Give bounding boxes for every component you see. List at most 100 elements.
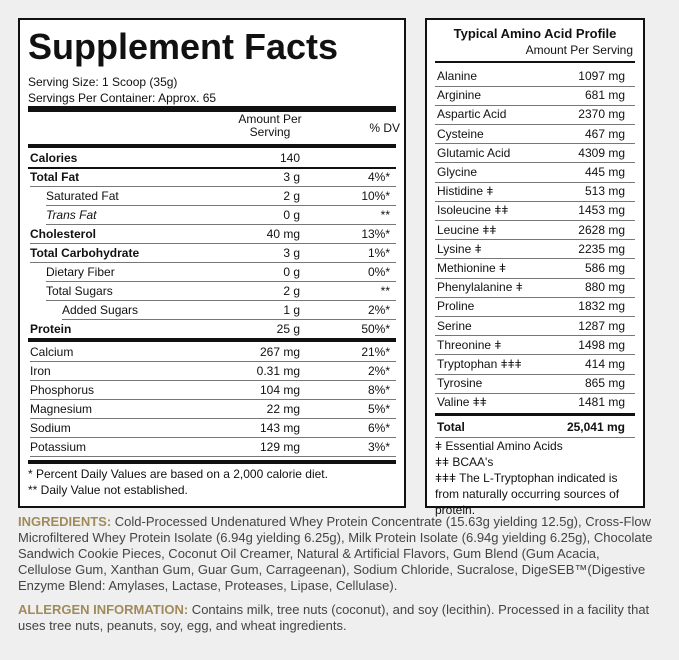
- nutrient-amount: 2 g: [283, 189, 300, 203]
- amino-amount: 4309 mg: [578, 145, 625, 160]
- divider: [435, 258, 635, 260]
- footnote: * Percent Daily Values are based on a 2,…: [28, 467, 328, 481]
- divider: [30, 262, 396, 263]
- divider: [30, 380, 396, 381]
- total-value: 25,041 mg: [566, 420, 625, 434]
- amino-amount: 513 mg: [584, 184, 625, 199]
- divider: [435, 315, 635, 317]
- amino-amount: 1287 mg: [578, 318, 625, 333]
- nutrient-name: Saturated Fat: [46, 189, 119, 203]
- nutrient-dv: 3%*: [367, 440, 390, 454]
- divider: [435, 123, 635, 125]
- amino-amount: 2235 mg: [578, 241, 625, 256]
- header-amount: Amount Per Serving: [238, 112, 302, 139]
- nutrient-amount: 143 mg: [259, 421, 300, 435]
- nutrient-amount: 267 mg: [259, 345, 300, 359]
- divider: [30, 437, 396, 438]
- amino-amount: 2370 mg: [578, 107, 625, 122]
- divider: [30, 243, 396, 244]
- amino-name: Alanine: [437, 69, 478, 83]
- serving-size: Serving Size: 1 Scoop (35g): [28, 75, 178, 89]
- divider: [30, 456, 396, 457]
- nutrient-name: Phosphorus: [30, 383, 95, 397]
- amino-amount: 467 mg: [584, 126, 625, 141]
- nutrient-amount: 104 mg: [259, 383, 300, 397]
- nutrient-dv: **: [380, 284, 390, 298]
- nutrient-dv: 0%*: [367, 265, 390, 279]
- nutrient-amount: 129 mg: [259, 440, 300, 454]
- divider: [28, 106, 396, 112]
- nutrient-dv: 2%*: [367, 364, 390, 378]
- nutrient-dv: **: [380, 208, 390, 222]
- divider: [435, 85, 635, 87]
- amino-name: Arginine: [437, 88, 482, 103]
- note: ǂ Essential Amino Acids: [435, 439, 563, 453]
- amino-amount: 865 mg: [584, 376, 625, 391]
- amino-amount: 414 mg: [584, 357, 625, 371]
- nutrient-amount: 25 g: [276, 322, 300, 336]
- amino-name: Proline: [437, 299, 475, 314]
- nutrient-name: Total Carbohydrate: [30, 246, 140, 260]
- nutrient-dv: 6%*: [367, 421, 390, 435]
- nutrient-amount: 1 g: [283, 303, 300, 317]
- amino-name: Histidine ǂ: [437, 184, 494, 199]
- nutrient-name: Protein: [30, 322, 72, 336]
- amino-amount: 1097 mg: [578, 69, 625, 83]
- nutrient-name: Added Sugars: [62, 303, 139, 317]
- supplement-facts-panel: Supplement Facts Serving Size: 1 Scoop (…: [18, 18, 406, 508]
- divider: [435, 335, 635, 337]
- divider: [30, 399, 396, 400]
- nutrient-dv: 21%*: [361, 345, 390, 359]
- divider: [435, 277, 635, 279]
- amino-name: Phenylalanine ǂ: [437, 280, 523, 295]
- divider: [435, 162, 635, 164]
- divider: [30, 186, 396, 187]
- footnote: ** Daily Value not established.: [28, 483, 188, 497]
- divider: [435, 61, 635, 63]
- divider: [46, 281, 396, 282]
- nutrient-dv: 10%*: [361, 189, 390, 203]
- nutrient-amount: 0.31 mg: [256, 364, 300, 378]
- nutrient-amount: 0 g: [283, 208, 300, 222]
- amino-name: Glutamic Acid: [437, 145, 511, 160]
- nutrient-amount: 40 mg: [266, 227, 300, 241]
- divider: [435, 354, 635, 356]
- amino-name: Tryptophan ǂǂǂ: [437, 357, 522, 371]
- divider: [435, 413, 635, 416]
- divider: [28, 338, 396, 342]
- divider: [46, 224, 396, 225]
- amino-amount: 1498 mg: [578, 337, 625, 352]
- allergen-label: ALLERGEN INFORMATION:: [18, 602, 189, 617]
- divider: [28, 144, 396, 148]
- total-label: Total: [437, 420, 465, 434]
- amino-name: Leucine ǂǂ: [437, 222, 497, 237]
- nutrient-name: Calcium: [30, 345, 74, 359]
- amino-name: Glycine: [437, 165, 478, 179]
- nutrient-name: Potassium: [30, 440, 87, 454]
- amino-acid-panel: Typical Amino Acid Profile Amount Per Se…: [425, 18, 645, 517]
- nutrient-amount: 2 g: [283, 284, 300, 298]
- divider: [435, 296, 635, 298]
- nutrient-amount: 3 g: [283, 246, 300, 260]
- divider: [435, 219, 635, 221]
- amino-name: Aspartic Acid: [437, 107, 507, 122]
- amino-amount: 586 mg: [584, 261, 625, 275]
- amino-amount: 1832 mg: [578, 299, 625, 314]
- nutrient-name: Iron: [30, 364, 51, 378]
- nutrient-dv: 8%*: [367, 383, 390, 397]
- divider: [28, 167, 396, 169]
- amino-name: Lysine ǂ: [437, 241, 482, 256]
- nutrient-amount: 3 g: [283, 170, 300, 184]
- header-dv: % DV: [369, 121, 400, 135]
- nutrient-dv: 13%*: [361, 227, 390, 241]
- nutrient-name: Total Sugars: [46, 284, 113, 298]
- nutrient-dv: 50%*: [361, 322, 390, 336]
- divider: [30, 361, 396, 362]
- allergen: ALLERGEN INFORMATION: Contains milk, tre…: [18, 602, 653, 634]
- nutrient-name: Dietary Fiber: [46, 265, 115, 279]
- nutrient-name: Calories: [30, 151, 78, 165]
- amino-amount: 445 mg: [584, 165, 625, 179]
- divider: [435, 239, 635, 241]
- nutrient-name: Magnesium: [30, 402, 93, 416]
- divider: [62, 319, 396, 320]
